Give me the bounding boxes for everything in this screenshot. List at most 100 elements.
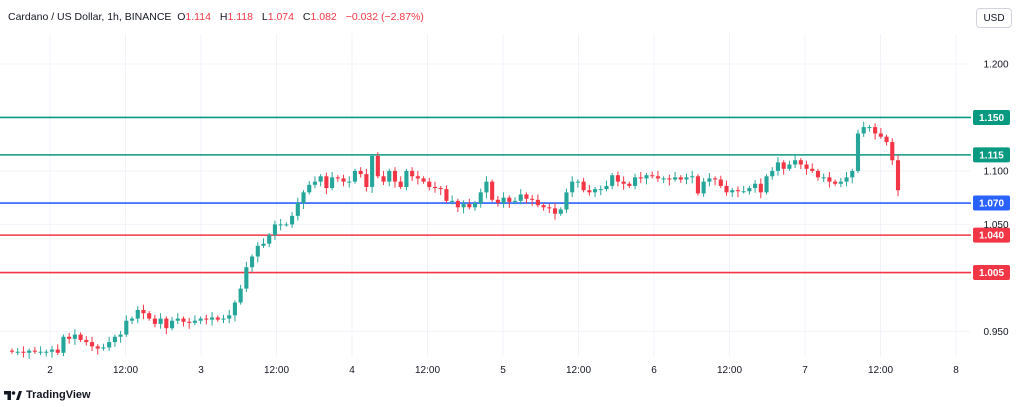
candle-body [581, 181, 586, 191]
candle-body [238, 288, 243, 303]
x-tick-label: 12:00 [415, 365, 440, 376]
candle-body [644, 175, 649, 179]
candle-body [855, 133, 861, 171]
candle-body [735, 190, 741, 192]
candle-body [421, 178, 426, 182]
candle-body [838, 181, 843, 184]
candle-body [598, 189, 603, 191]
open-value: 1.114 [185, 11, 211, 23]
x-axis-ticks: 2 12:00 3 12:00 4 12:00 5 12:00 6 12:00 7 12:00 8 [47, 365, 959, 376]
level-label-box [973, 265, 1010, 281]
candle-body [467, 204, 472, 208]
candle-body [764, 176, 769, 193]
candle-body [112, 336, 117, 343]
candle-body [621, 181, 626, 184]
candle-body [358, 170, 363, 175]
candle-body [815, 170, 821, 178]
currency-button[interactable]: USD [976, 8, 1012, 28]
candle-body [301, 192, 306, 204]
horizontal-levels [0, 116, 971, 274]
candle-body [518, 194, 523, 201]
x-tick-label: 7 [802, 365, 808, 376]
candle-body [884, 136, 889, 143]
chart-legend: Cardano / US Dollar, 1h, BINANCE O1.114 … [8, 11, 430, 23]
x-tick-label: 8 [953, 365, 959, 376]
candle-body [32, 350, 37, 352]
candle-body [78, 334, 83, 340]
candle-body [547, 207, 552, 209]
candle-body [438, 188, 443, 190]
y-tick-label: 0.950 [983, 327, 1008, 338]
candle-body [267, 235, 272, 244]
x-tick-label: 4 [349, 365, 355, 376]
level-label-text: 1.115 [979, 150, 1004, 161]
candle-body [398, 181, 403, 187]
candle-body [495, 199, 500, 204]
close-value: 1.082 [310, 11, 337, 23]
candle-body [261, 243, 266, 246]
candle-body [210, 317, 215, 320]
x-tick-label: 12:00 [868, 365, 893, 376]
candle-body [318, 176, 323, 182]
candle-body [564, 192, 569, 210]
candle-body [507, 197, 512, 202]
candles [9, 121, 901, 359]
level-label-box [973, 109, 1010, 125]
candle-body [867, 127, 872, 129]
candle-body [107, 342, 112, 348]
candle-body [873, 127, 878, 134]
candle-body [250, 256, 255, 268]
level-label-text: 1.070 [979, 199, 1004, 210]
y-tick-label: 1.050 [983, 220, 1008, 231]
candle-body [375, 155, 380, 177]
x-tick-label: 2 [47, 365, 53, 376]
candle-body [307, 184, 312, 193]
open-key: O [177, 11, 186, 23]
candle-body [850, 170, 855, 178]
candle-body [181, 318, 186, 322]
candle-body [638, 177, 643, 179]
candle-body [501, 197, 506, 204]
x-tick-label: 12:00 [113, 365, 138, 376]
candle-body [95, 346, 100, 349]
candle-body [27, 350, 32, 353]
candle-body [833, 181, 838, 184]
symbol-title: Cardano / US Dollar, 1h, BINANCE [8, 11, 172, 23]
candle-body [335, 177, 340, 179]
candle-body [695, 176, 700, 194]
candle-body [255, 245, 260, 257]
candle-body [747, 188, 752, 192]
candle-body [410, 170, 415, 177]
candle-body [404, 170, 409, 187]
chart-grid [0, 34, 970, 356]
candle-body [730, 190, 735, 193]
candle-body [227, 315, 232, 319]
candle-body [55, 349, 60, 353]
y-tick-label: 1.200 [983, 59, 1008, 70]
candle-body [524, 194, 529, 199]
candle-body [49, 349, 55, 352]
candle-body [587, 190, 592, 193]
candle-body [381, 176, 386, 182]
tradingview-brand[interactable]: TradingView [4, 389, 91, 401]
candle-body [861, 127, 866, 134]
high-key: H [219, 11, 228, 23]
candle-body [152, 318, 157, 324]
x-tick-label: 12:00 [717, 365, 742, 376]
candle-body [667, 178, 672, 180]
candle-body [690, 176, 695, 178]
candle-body [490, 181, 495, 200]
candle-body [169, 320, 175, 329]
candle-body [215, 317, 220, 320]
low-value: 1.074 [267, 11, 294, 23]
candle-body [221, 318, 226, 320]
candle-body [244, 267, 249, 289]
candle-body [118, 334, 123, 337]
candle-body [38, 351, 43, 353]
candle-body [713, 178, 718, 180]
x-tick-label: 12:00 [566, 365, 591, 376]
candle-body [787, 164, 792, 169]
candle-body [661, 178, 666, 180]
candle-body [895, 160, 901, 191]
